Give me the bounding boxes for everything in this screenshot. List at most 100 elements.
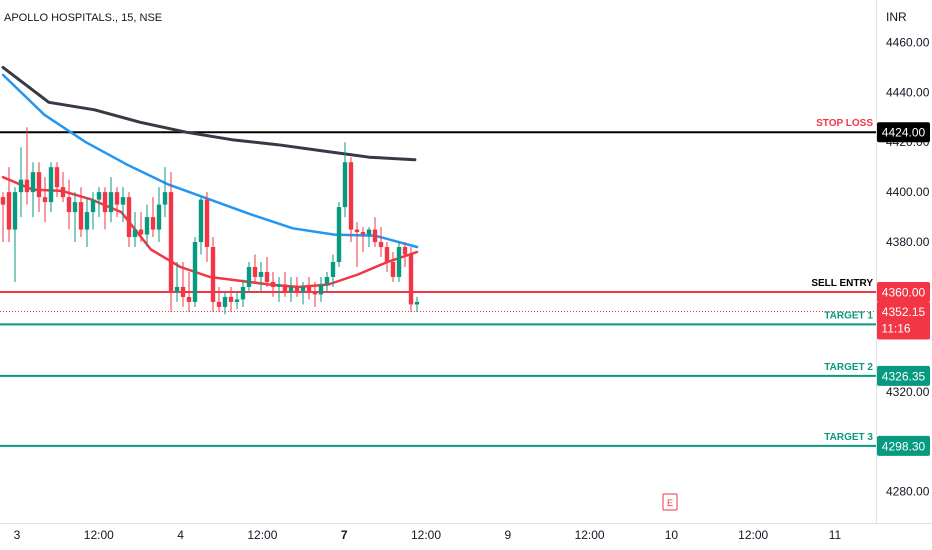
candle [210, 237, 216, 312]
earnings-marker-label: E [667, 498, 673, 508]
candle-body [312, 291, 318, 295]
x-tick-label: 12:00 [247, 528, 277, 542]
level-label: TARGET 3 [824, 432, 873, 443]
candle [120, 187, 126, 223]
candle-body [306, 286, 312, 292]
candle [324, 271, 330, 292]
candle-body [222, 296, 228, 307]
candle [48, 162, 54, 213]
candle-body [102, 192, 108, 213]
candle [174, 262, 180, 302]
x-tick-label: 12:00 [84, 528, 114, 542]
candle [102, 187, 108, 230]
candle-body [282, 284, 288, 292]
candle-body [258, 271, 264, 277]
candle [108, 177, 114, 223]
candle [288, 276, 294, 302]
candle-body [114, 192, 120, 205]
candle [228, 286, 234, 312]
earnings-marker-box[interactable] [662, 493, 678, 511]
candle [132, 212, 138, 248]
candle-body [132, 229, 138, 238]
candle [342, 142, 348, 218]
candle-body [168, 192, 174, 292]
candle [186, 271, 192, 312]
level-price-badge [877, 435, 930, 456]
y-tick-label: 4320.00 [886, 385, 930, 399]
candle-body [210, 247, 216, 302]
candle-body [156, 204, 162, 230]
x-tick-label: 11 [829, 528, 842, 542]
last-price-text: 4352.15 [882, 305, 926, 319]
candle-body [138, 229, 144, 235]
indicator-line [1, 175, 419, 289]
candle [0, 192, 6, 243]
candlesticks [0, 127, 420, 315]
price-badges: 4424.00 4360.00 4326.35 4298.30 4352.15 11:16 [877, 122, 930, 456]
candle [384, 242, 390, 272]
candle [90, 192, 96, 230]
level-label: STOP LOSS [816, 118, 873, 129]
candle [336, 202, 342, 267]
level-label: TARGET 2 [824, 362, 873, 373]
candle-body [408, 254, 414, 305]
candle [402, 242, 408, 267]
candle [300, 281, 306, 305]
candle-body [108, 192, 114, 213]
candle-body [390, 262, 396, 277]
candle [24, 127, 30, 205]
candle [396, 242, 402, 282]
last-price-badge [877, 301, 930, 340]
y-tick-label: 4400.00 [886, 185, 930, 199]
moving-average-lines [1, 65, 419, 289]
candle-body [228, 296, 234, 302]
candle [270, 271, 276, 297]
level-price-badge [877, 281, 930, 302]
candle [6, 167, 12, 243]
indicator-line [1, 65, 417, 162]
candle-body [378, 242, 384, 248]
candle [54, 162, 60, 198]
candle [192, 237, 198, 307]
candle [72, 192, 78, 243]
candle [414, 296, 420, 312]
candle-body [180, 286, 186, 297]
candle [408, 247, 414, 312]
candle-body [84, 212, 90, 230]
symbol-title[interactable]: APOLLO HOSPITALS., 15, NSE [4, 12, 162, 24]
candle [222, 291, 228, 315]
x-tick-label: 9 [504, 528, 511, 542]
candle [96, 187, 102, 218]
candle-body [324, 276, 330, 285]
candle-body [264, 271, 270, 282]
candle [318, 276, 324, 302]
candle-body [276, 284, 282, 287]
candle [126, 192, 132, 248]
candle [330, 254, 336, 287]
candle-body [354, 229, 360, 233]
candle [348, 157, 354, 243]
candle [390, 252, 396, 282]
candle-body [90, 199, 96, 213]
time-axis[interactable]: 3 12:00 4 12:00 7 12:00 9 12:00 10 12:00 11 [14, 528, 842, 542]
countdown-text: 11:16 [881, 322, 910, 336]
candle-body [54, 167, 60, 188]
candle-body [240, 286, 246, 300]
candle-body [126, 197, 132, 238]
candle [264, 257, 270, 287]
candle-body [414, 301, 420, 305]
candle [168, 172, 174, 312]
candle [360, 227, 366, 253]
candle-body [360, 232, 366, 235]
x-tick-label: 3 [14, 528, 21, 542]
candle [240, 279, 246, 307]
level-label: TARGET 1 [824, 310, 873, 321]
candle-body [192, 242, 198, 302]
x-tick-label: 4 [177, 528, 184, 542]
y-tick-label: 4460.00 [886, 35, 930, 49]
candle [114, 187, 120, 218]
candle [180, 262, 186, 307]
y-tick-label: 4440.00 [886, 85, 930, 99]
candle [258, 262, 264, 292]
